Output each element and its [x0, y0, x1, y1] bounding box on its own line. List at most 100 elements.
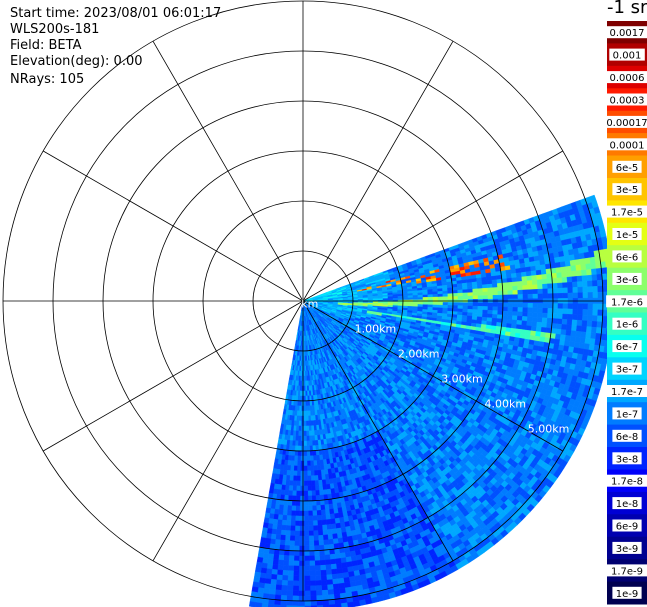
scan-cell: [502, 294, 509, 300]
scan-cell: [442, 304, 449, 309]
scan-cell: [487, 283, 493, 289]
scan-cell: [526, 320, 533, 327]
scan-cell: [557, 292, 564, 299]
scan-cell: [437, 293, 444, 298]
scan-cell: [572, 292, 579, 299]
scan-cell: [462, 292, 469, 297]
scan-cell: [555, 328, 562, 335]
scan-cell: [467, 295, 474, 300]
scan-cell: [466, 282, 473, 287]
scan-cell: [540, 331, 547, 338]
scan-cell: [517, 302, 524, 308]
scan-cell: [442, 287, 448, 292]
scan-cell: [447, 296, 454, 300]
scan-cell: [602, 279, 608, 287]
scan-cell: [557, 282, 563, 289]
scan-cell: [567, 303, 574, 310]
scan-cell: [562, 282, 568, 289]
scan-cell: [427, 296, 434, 301]
scan-cell: [521, 276, 528, 282]
scan-cell: [597, 285, 604, 293]
scan-cell: [580, 331, 587, 339]
scan-cell: [568, 254, 576, 262]
scan-cell: [521, 316, 528, 322]
scan-cell: [462, 285, 468, 291]
scan-cell: [540, 269, 547, 275]
scan-cell: [576, 319, 583, 327]
scan-cell: [510, 323, 517, 330]
scan-cell: [560, 266, 567, 273]
scan-cell: [581, 325, 588, 333]
scan-cell: [492, 294, 499, 300]
scan-cell: [482, 291, 489, 296]
scan-cell: [482, 302, 489, 307]
scan-cell: [570, 265, 577, 272]
scan-cell: [497, 290, 504, 296]
scan-cell: [552, 308, 559, 314]
scan-cell: [572, 287, 579, 294]
scan-cell: [571, 319, 578, 326]
scan-cell: [452, 289, 459, 294]
scan-cell: [497, 302, 504, 308]
scan-cell: [601, 236, 608, 244]
scan-cell: [530, 330, 537, 337]
scan-cell: [511, 277, 518, 283]
scan-cell: [462, 305, 469, 310]
scan-cell: [467, 288, 474, 294]
scan-cell: [477, 309, 484, 314]
scan-cell: [556, 323, 563, 330]
scan-cell: [412, 295, 419, 298]
scan-cell: [510, 268, 517, 275]
scan-cell: [467, 292, 474, 297]
scan-cell: [537, 307, 544, 314]
scan-cell: [477, 295, 484, 300]
scan-cell: [541, 317, 548, 324]
scan-cell: [496, 282, 503, 288]
scan-cell: [457, 295, 464, 300]
scan-cell: [452, 305, 459, 309]
scan-cell: [472, 302, 479, 307]
scan-cell: [587, 303, 594, 310]
scan-cell: [542, 288, 549, 295]
scan-cell: [572, 308, 579, 315]
scan-cell: [562, 308, 569, 315]
scan-cell: [557, 303, 564, 310]
scan-cell: [527, 311, 533, 318]
scan-cell: [496, 278, 503, 284]
scan-cell: [592, 280, 598, 287]
scan-cell: [531, 279, 538, 286]
scan-cell: [512, 307, 519, 312]
scan-cell: [561, 271, 568, 278]
scan-cell: [547, 293, 554, 299]
scan-cell: [535, 326, 542, 333]
scan-cell: [567, 287, 574, 294]
scan-cell: [577, 286, 584, 294]
scan-cell: [557, 313, 563, 320]
scan-cell: [462, 302, 469, 307]
scan-cell: [481, 280, 488, 286]
scan-cell: [542, 303, 549, 309]
scan-cell: [552, 303, 559, 309]
scan-cell: [491, 317, 498, 323]
scan-cell: [462, 308, 469, 313]
scan-cell: [487, 309, 494, 315]
scan-cell: [577, 281, 583, 288]
scan-cell: [407, 297, 414, 301]
scan-cell: [597, 315, 603, 323]
scan-cell: [457, 292, 464, 297]
scan-cell: [520, 271, 527, 278]
scan-cell: [576, 275, 583, 283]
scan-cell: [511, 315, 518, 321]
scan-cell: [536, 321, 543, 328]
scan-cell: [515, 324, 522, 330]
scan-cell: [537, 288, 544, 295]
scan-cell: [584, 257, 591, 265]
scan-cell: [582, 280, 588, 288]
scan-cell: [586, 274, 593, 282]
scan-cell: [476, 281, 483, 286]
scan-cell: [556, 272, 563, 279]
scan-cell: [577, 303, 584, 310]
scan-cell: [531, 321, 538, 327]
scan-cell: [477, 284, 483, 290]
scan-cell: [412, 292, 419, 296]
